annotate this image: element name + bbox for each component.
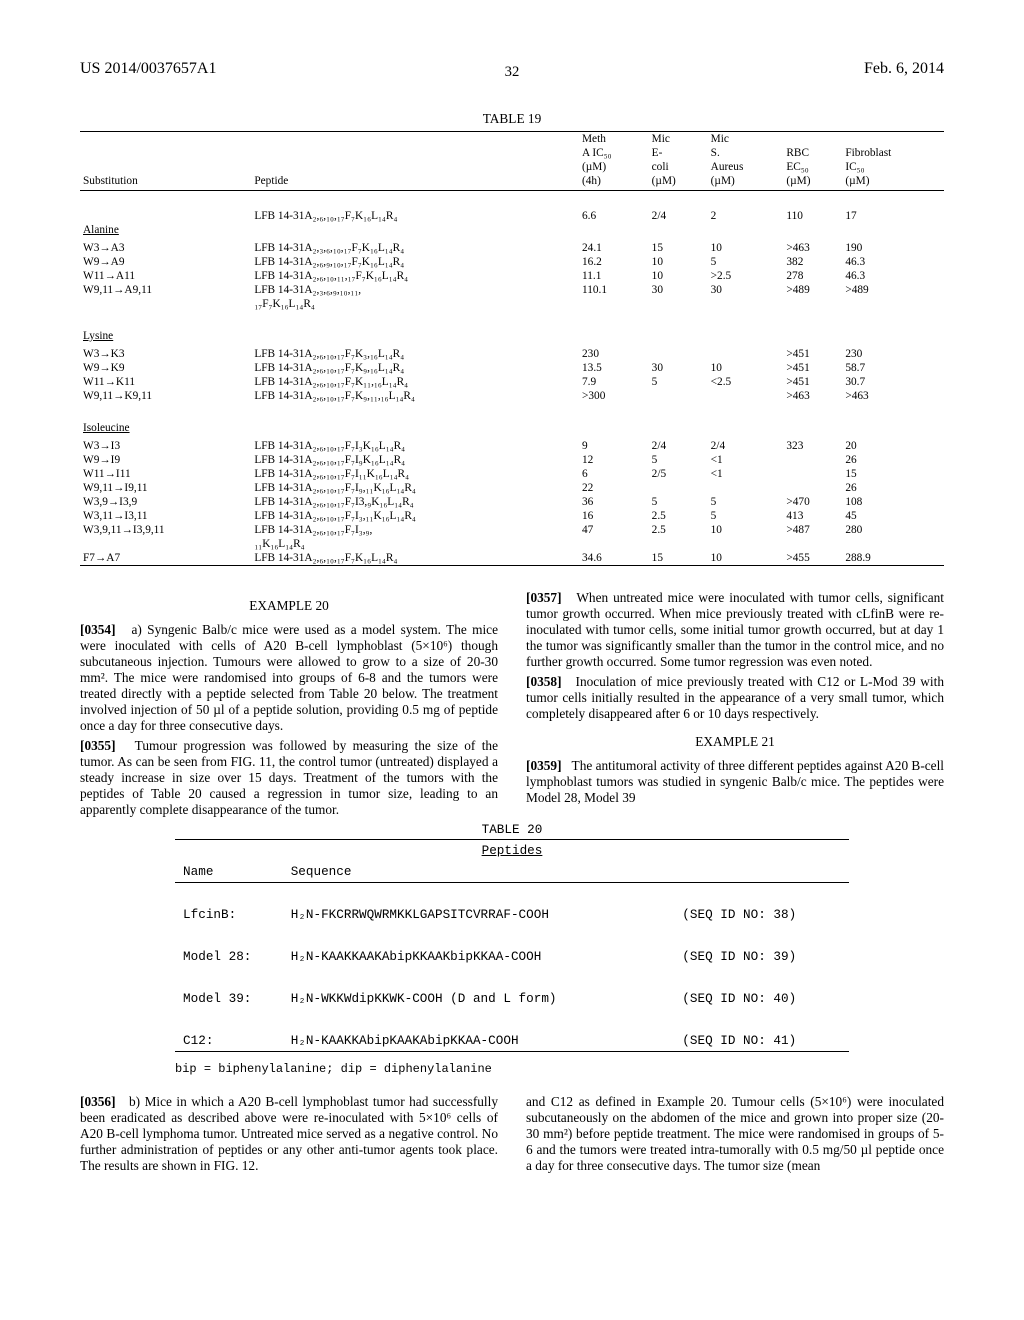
table20-footnote: bip = biphenylalanine; dip = diphenylala…: [175, 1062, 944, 1076]
para-num: [0356]: [80, 1094, 116, 1109]
para-num: [0359]: [526, 758, 562, 773]
para-0354: [0354] a) Syngenic Balb/c mice were used…: [80, 622, 498, 734]
para-text: Tumour progression was followed by measu…: [80, 738, 498, 817]
body-columns: EXAMPLE 20 [0354] a) Syngenic Balb/c mic…: [80, 586, 944, 822]
table20: PeptidesNameSequence LfcinB:H₂N-FKCRRWQW…: [175, 839, 849, 1052]
para-text: Inoculation of mice previously treated w…: [526, 674, 944, 721]
table19-caption: TABLE 19: [80, 111, 944, 127]
para-text: b) Mice in which a A20 B-cell lymphoblas…: [80, 1094, 498, 1173]
para-text: The antitumoral activity of three differ…: [526, 758, 944, 805]
para-0356: [0356] b) Mice in which a A20 B-cell lym…: [80, 1094, 498, 1174]
table19: MethMicMicA IC₅₀E-S.RBCFibroblast(µM)col…: [80, 131, 944, 566]
para-0358: [0358] Inoculation of mice previously tr…: [526, 674, 944, 722]
para-bottom-right: and C12 as defined in Example 20. Tumour…: [526, 1094, 944, 1174]
table20-caption: TABLE 20: [80, 822, 944, 837]
para-text: a) Syngenic Balb/c mice were used as a m…: [80, 622, 498, 733]
para-num: [0357]: [526, 590, 562, 605]
header-left: US 2014/0037657A1: [80, 60, 216, 78]
header-right: Feb. 6, 2014: [864, 60, 944, 78]
para-text: and C12 as defined in Example 20. Tumour…: [526, 1094, 944, 1173]
example20-heading: EXAMPLE 20: [80, 598, 498, 614]
para-0359: [0359] The antitumoral activity of three…: [526, 758, 944, 806]
example21-heading: EXAMPLE 21: [526, 734, 944, 750]
para-0357: [0357] When untreated mice were inoculat…: [526, 590, 944, 670]
para-num: [0354]: [80, 622, 116, 637]
para-num: [0355]: [80, 738, 116, 753]
para-text: When untreated mice were inoculated with…: [526, 590, 944, 669]
para-num: [0358]: [526, 674, 562, 689]
bottom-columns: [0356] b) Mice in which a A20 B-cell lym…: [80, 1090, 944, 1178]
para-0355: [0355] Tumour progression was followed b…: [80, 738, 498, 818]
